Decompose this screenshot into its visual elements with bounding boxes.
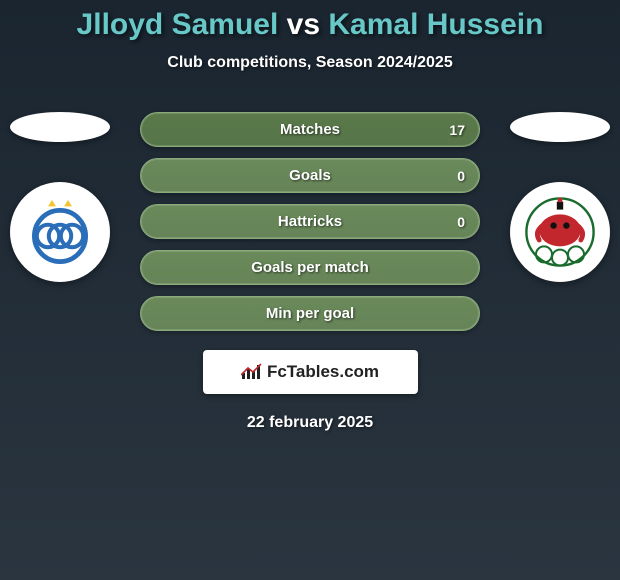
footer: FcTables.com 22 february 2025 (0, 350, 620, 432)
stat-row-goals-per-match: Goals per match (140, 250, 480, 285)
comparison-content: Matches 17 Goals 0 Hattricks 0 Goals per… (0, 112, 620, 362)
player1-column (0, 112, 120, 282)
stat-row-matches: Matches 17 (140, 112, 480, 147)
brand-text: FcTables.com (241, 362, 379, 382)
brand-label: FcTables.com (267, 362, 379, 382)
brand-badge: FcTables.com (203, 350, 418, 394)
stat-right-value: 0 (457, 214, 465, 230)
stat-row-hattricks: Hattricks 0 (140, 204, 480, 239)
stat-right-value: 17 (449, 122, 465, 138)
alrayyan-logo-icon (520, 192, 600, 272)
footer-date: 22 february 2025 (247, 414, 373, 432)
player1-name: Jlloyd Samuel (77, 8, 279, 41)
player2-name: Kamal Hussein (328, 8, 543, 41)
player2-club-logo (510, 182, 610, 282)
player2-column (500, 112, 620, 282)
page-title: Jlloyd Samuel vs Kamal Hussein (0, 0, 620, 42)
player1-club-logo (10, 182, 110, 282)
stat-row-goals: Goals 0 (140, 158, 480, 193)
stat-right-value: 0 (457, 168, 465, 184)
stat-label: Matches (280, 121, 340, 138)
player1-flag (10, 112, 110, 142)
vs-label: vs (287, 8, 320, 41)
subtitle: Club competitions, Season 2024/2025 (0, 54, 620, 72)
stat-label: Goals (289, 167, 331, 184)
esteghlal-logo-icon (20, 192, 100, 272)
stat-row-min-per-goal: Min per goal (140, 296, 480, 331)
stat-label: Hattricks (278, 213, 342, 230)
player2-flag (510, 112, 610, 142)
stat-label: Goals per match (251, 259, 369, 276)
stats-list: Matches 17 Goals 0 Hattricks 0 Goals per… (140, 112, 480, 331)
bar-chart-icon (241, 363, 263, 381)
stat-label: Min per goal (266, 305, 354, 322)
